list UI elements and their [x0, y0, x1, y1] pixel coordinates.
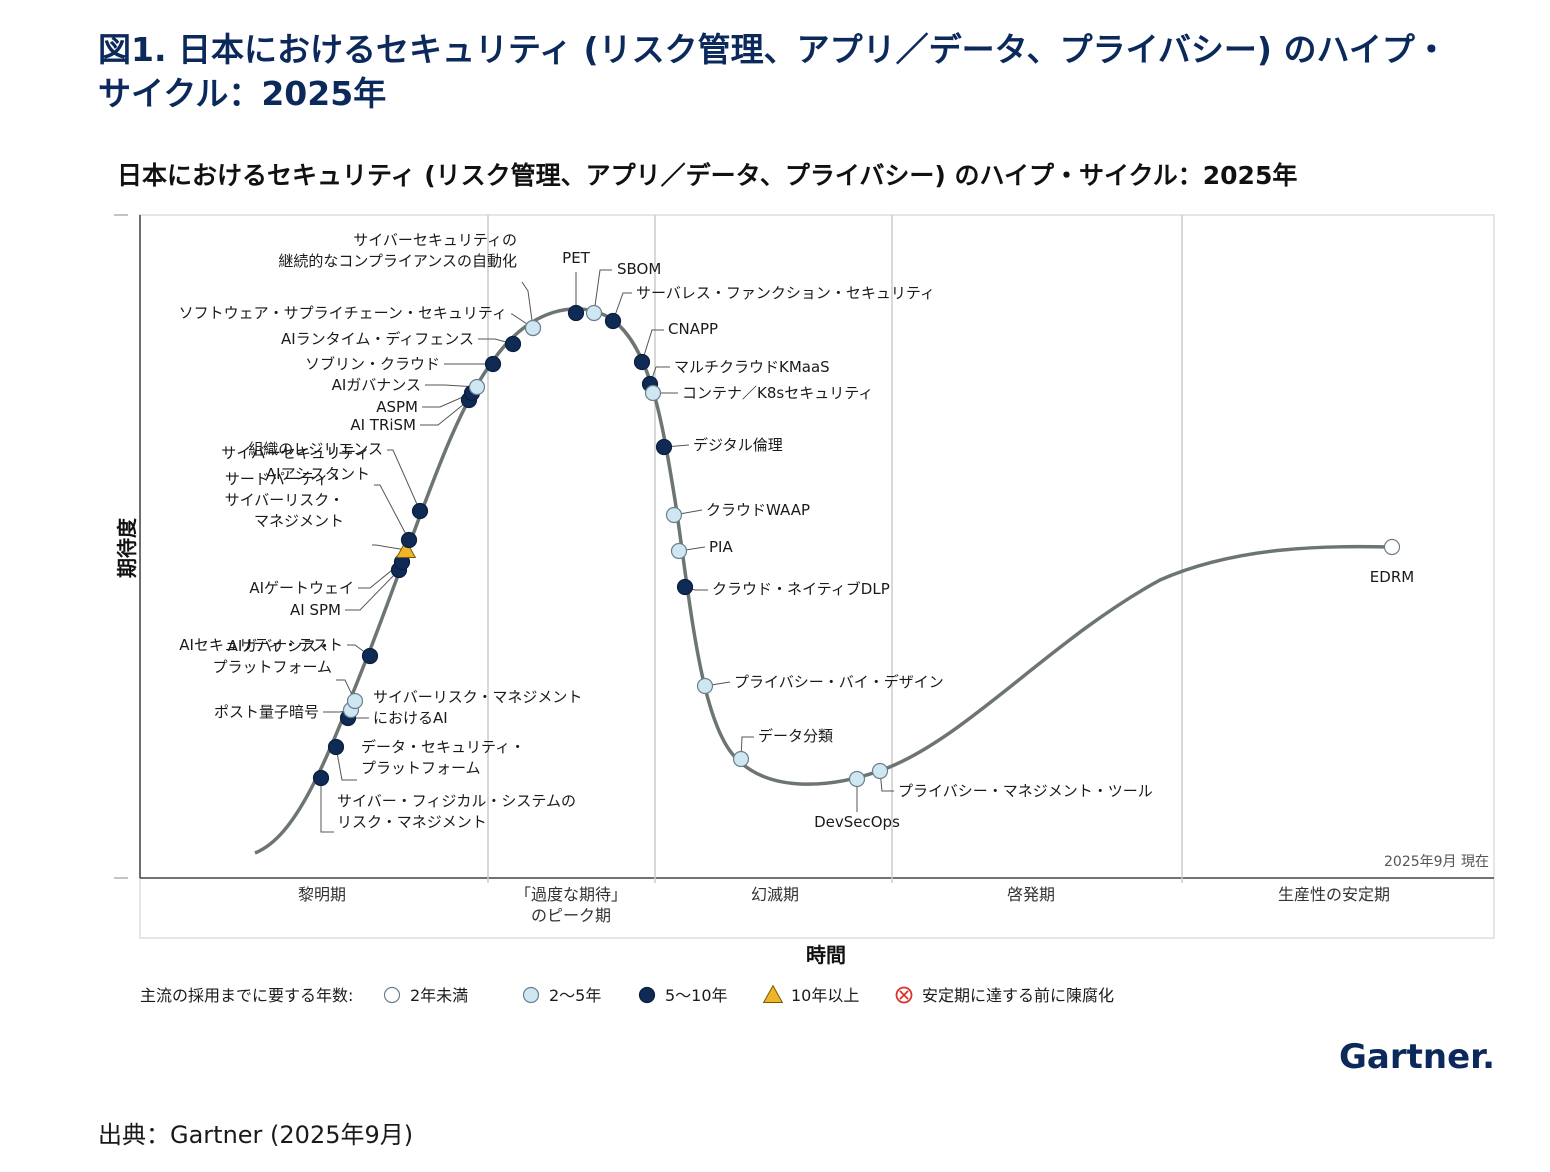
tech-marker — [312, 769, 330, 787]
tech-label: サードパーティ・サイバーリスク・マネジメント — [225, 470, 344, 530]
phase-label: 生産性の安定期 — [1278, 885, 1390, 904]
tech-marker — [638, 986, 656, 1004]
legend-title: 主流の採用までに要する年数: — [140, 986, 353, 1005]
tech-label: SBOM — [617, 260, 661, 278]
tech-marker — [585, 304, 603, 322]
tech-marker — [676, 578, 694, 596]
leader-line — [372, 544, 407, 551]
tech-label: データ分類 — [758, 727, 833, 745]
leader-line — [320, 778, 334, 833]
tech-marker — [644, 384, 662, 402]
phase-label: 黎明期 — [298, 885, 346, 904]
tech-marker — [395, 539, 417, 558]
tech-label: 組織のレジリエンス — [248, 440, 383, 458]
tech-marker — [633, 353, 651, 371]
tech-marker — [567, 304, 585, 322]
tech-marker — [604, 312, 622, 330]
tech-label: サイバーセキュリティの継続的なコンプライアンスの自動化 — [278, 231, 517, 270]
tech-label: PET — [562, 249, 591, 267]
tech-label: サイバーセキュリティ AIアシスタント — [221, 444, 370, 483]
tech-label: DevSecOps — [814, 813, 900, 831]
legend-item-label: 2年未満 — [410, 986, 468, 1005]
phase-label: 啓発期 — [1007, 885, 1055, 904]
gartner-logo: Gartner. — [1339, 1037, 1495, 1077]
tech-label: マルチクラウドKMaaS — [674, 358, 830, 376]
tech-marker — [655, 438, 673, 456]
x-axis-label: 時間 — [806, 943, 846, 967]
figure-title: 図1. 日本におけるセキュリティ (リスク管理、アプリ／データ、プライバシー) … — [98, 30, 1448, 113]
tech-label: デジタル倫理 — [693, 436, 783, 454]
tech-label: CNAPP — [668, 320, 718, 338]
tech-label: AIランタイム・ディフェンス — [281, 330, 474, 348]
tech-marker — [732, 750, 750, 768]
tech-marker — [848, 770, 866, 788]
phase-label: 「過度な期待」のピーク期 — [515, 885, 627, 925]
leader-line — [641, 329, 664, 363]
leader-line — [511, 313, 534, 329]
tech-label: AIセキュリティ・テスト — [179, 636, 343, 654]
tech-marker — [400, 531, 418, 549]
tech-marker — [524, 319, 542, 337]
source-citation: 出典：Gartner (2025年9月) — [98, 1121, 414, 1149]
tech-marker — [346, 692, 364, 710]
leader-line — [425, 384, 478, 388]
tech-label: AI SPM — [290, 601, 341, 619]
leader-line — [612, 292, 632, 322]
leader-line — [593, 269, 612, 314]
legend-item-label: 10年以上 — [791, 986, 859, 1005]
leader-line — [374, 484, 410, 541]
tech-label: サイバー・フィジカル・システムのリスク・マネジメント — [337, 792, 576, 831]
tech-label: ソフトウェア・サプライチェーン・セキュリティ — [179, 304, 507, 322]
tech-marker — [696, 677, 714, 695]
hype-cycle-chart: 日本におけるセキュリティ (リスク管理、アプリ／データ、プライバシー) のハイプ… — [114, 161, 1495, 1077]
leader-line — [420, 399, 470, 426]
tech-marker — [895, 986, 913, 1004]
y-axis-label: 期待度 — [115, 517, 139, 578]
legend-item-label: 5〜10年 — [665, 986, 728, 1005]
tech-label: クラウド・ネイティブDLP — [712, 580, 890, 598]
leader-line — [345, 569, 400, 611]
tech-label: プライバシー・バイ・デザイン — [734, 673, 944, 691]
tech-label: コンテナ／K8sセキュリティ — [682, 384, 873, 402]
tech-label: PIA — [709, 538, 733, 556]
tech-marker — [327, 738, 345, 756]
as-of-date: 2025年9月 現在 — [1384, 854, 1489, 870]
tech-label: AI TRiSM — [350, 416, 416, 434]
tech-label: AIゲートウェイ — [249, 579, 354, 597]
legend-item-label: 2〜5年 — [549, 986, 601, 1005]
tech-label: ソブリン・クラウド — [305, 355, 440, 373]
tech-marker — [383, 986, 401, 1004]
leader-line — [521, 281, 534, 329]
tech-label: AIガバナンス・プラットフォーム — [212, 637, 332, 676]
tech-label: ASPM — [376, 398, 418, 416]
leader-line — [387, 449, 421, 512]
tech-marker — [468, 378, 486, 396]
tech-marker — [411, 502, 429, 520]
leader-line — [335, 746, 357, 781]
tech-label: サイバーリスク・マネジメントにおけるAI — [373, 688, 582, 727]
tech-marker — [871, 762, 889, 780]
tech-label: プライバシー・マネジメント・ツール — [898, 782, 1153, 800]
tech-marker — [665, 506, 683, 524]
tech-label: クラウドWAAP — [706, 501, 810, 519]
chart-title: 日本におけるセキュリティ (リスク管理、アプリ／データ、プライバシー) のハイプ… — [117, 161, 1297, 190]
tech-label: データ・セキュリティ・プラットフォーム — [361, 738, 525, 777]
tech-marker — [1383, 538, 1401, 556]
tech-label: サーバレス・ファンクション・セキュリティ — [636, 284, 935, 302]
tech-label: EDRM — [1370, 568, 1414, 586]
tech-marker — [762, 984, 784, 1003]
tech-label: AIガバナンス — [332, 376, 421, 394]
tech-marker — [361, 647, 379, 665]
tech-label: ポスト量子暗号 — [214, 703, 319, 721]
legend-item-label: 安定期に達する前に陳腐化 — [922, 986, 1114, 1005]
tech-marker — [484, 355, 502, 373]
tech-marker — [504, 335, 522, 353]
phase-label: 幻滅期 — [751, 885, 799, 904]
tech-marker — [670, 542, 688, 560]
tech-marker — [522, 986, 540, 1004]
